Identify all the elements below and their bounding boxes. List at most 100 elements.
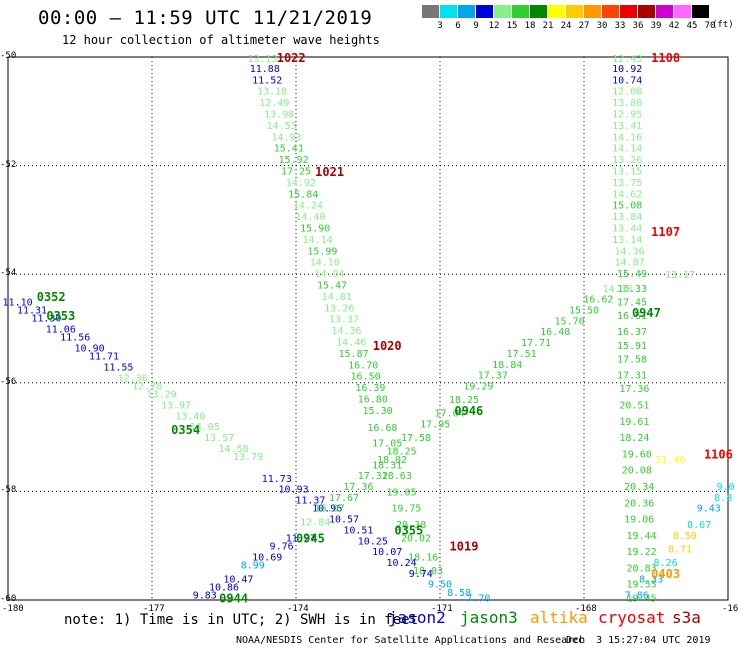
wave-height-value: 18.31 (372, 460, 402, 471)
altimeter-track: 13.1311.8811.5213.1812.4913.9814.5314.93… (247, 54, 443, 577)
wave-height-value: 17.25 (281, 166, 311, 177)
pass-time-label: 1107 (651, 225, 680, 239)
wave-height-value: 11.27 (286, 534, 316, 545)
wave-height-value: 10.07 (372, 547, 402, 558)
wave-height-value: 14.81 (322, 292, 352, 303)
wave-height-value: 13.97 (161, 401, 191, 412)
wave-height-value: 16.70 (348, 360, 378, 371)
wave-height-value: 18.25 (387, 447, 417, 458)
wave-height-value: 13.17 (665, 270, 695, 281)
wave-height-value: 15.50 (569, 305, 599, 316)
wave-height-value: 17.71 (521, 338, 551, 349)
wave-height-value: 14.24 (293, 201, 323, 212)
wave-height-value: 18.25 (449, 395, 479, 406)
wave-height-value: 13.26 (324, 303, 354, 314)
wave-height-value: 10.86 (209, 582, 239, 593)
wave-height-value: 14.18 (603, 284, 633, 295)
pass-time-label: 1019 (450, 540, 479, 554)
wave-height-value: 9.43 (697, 504, 721, 515)
wave-height-value: 13.41 (612, 121, 642, 132)
wave-height-value: 13.75 (612, 178, 642, 189)
wave-height-value: 16.80 (358, 395, 388, 406)
wave-height-value: 20.83 (627, 563, 657, 574)
legend-swatch (692, 5, 709, 18)
pass-time-label: 1108 (651, 51, 680, 65)
pass-time-label: 0355 (394, 523, 423, 537)
wave-height-value: 12.43 (612, 54, 642, 65)
altimeter-track: 12.4310.9210.7412.0813.8012.9513.4114.16… (612, 54, 657, 604)
legend-swatch (422, 5, 439, 18)
wave-height-value: 19.61 (619, 417, 649, 428)
wave-height-value: 10.92 (612, 64, 642, 75)
wave-height-value: 13.26 (612, 155, 642, 166)
wave-height-value: 18.63 (382, 471, 412, 482)
legend-label: 18 (524, 21, 536, 31)
wave-height-value: 14.87 (615, 258, 645, 269)
legend-swatch (440, 5, 457, 18)
wave-height-value: 10.47 (223, 574, 253, 585)
wave-height-value: 9.74 (409, 569, 433, 580)
wave-height-value: 10.90 (75, 344, 105, 355)
satellite-name: jason2 (388, 608, 446, 627)
wave-height-value: 14.46 (336, 338, 366, 349)
legend-label: 3 (437, 21, 443, 31)
wave-height-value: 15.91 (617, 341, 647, 352)
pass-time-label: 0945 (296, 532, 325, 546)
wave-height-value: 13.84 (612, 212, 642, 223)
wave-height-value: 8.58 (447, 588, 471, 599)
legend-label: 27 (578, 21, 590, 31)
wave-height-value: 17.95 (420, 420, 450, 431)
wave-height-value: 10.74 (612, 75, 642, 86)
legend-swatch (620, 5, 637, 18)
wave-height-value: 14.94 (315, 269, 345, 280)
wave-height-value: 12.84 (300, 517, 330, 528)
wave-height-value: 15.84 (288, 189, 318, 200)
wave-height-value: 14.05 (190, 422, 220, 433)
wave-height-value: 11.37 (295, 496, 325, 507)
legend-label: 21 (542, 21, 554, 31)
pass-time-label: 0353 (46, 309, 75, 323)
wave-height-value: 15.41 (274, 144, 304, 155)
wave-height-value: 14.58 (219, 444, 249, 455)
wave-height-value: 19.45 (627, 593, 657, 604)
wave-height-value: 12.78 (132, 382, 162, 393)
wave-height-value: 16.50 (351, 372, 381, 383)
wave-height-value: 17.51 (507, 349, 537, 360)
wave-height-value: 15.92 (279, 155, 309, 166)
wave-height-value: 19.22 (627, 547, 657, 558)
wave-height-value: 15.90 (300, 224, 330, 235)
wave-height-value: 13.18 (257, 87, 287, 98)
wave-height-value: 15.70 (555, 316, 585, 327)
wave-height-value: 18.24 (619, 433, 649, 444)
legend-label: 33 (614, 21, 626, 31)
legend-label: 30 (596, 21, 608, 31)
legend-label: 39 (650, 21, 662, 31)
wave-height-value: 13.98 (264, 109, 294, 120)
wave-height-value: 17.36 (343, 482, 373, 493)
wave-height-value: 16.07 (315, 504, 345, 515)
satellite-name: cryosat (598, 608, 666, 627)
legend-label: 6 (455, 21, 461, 31)
legend-swatch (530, 5, 547, 18)
wave-height-value: 16.68 (367, 423, 397, 434)
wave-height-value: 10.51 (343, 525, 373, 536)
altimeter-track: 9.08.89.43 8.678.50 8.71 8.26 8.33 7.86 21.46 (625, 455, 735, 602)
wave-height-value: 9.83 (193, 591, 217, 602)
legend-label: 45 (686, 21, 698, 31)
wave-height-value: 11.73 (262, 474, 292, 485)
page-title: 00:00 – 11:59 UTC 11/21/2019 (38, 7, 373, 29)
wave-height-value: 14.36 (331, 326, 361, 337)
pass-time-label: 0403 (651, 567, 680, 581)
wave-height-value: 15.99 (307, 246, 337, 257)
wave-height-value: 10.25 (358, 536, 388, 547)
wave-height-value: 17.37 (478, 371, 508, 382)
wave-height-value: 12.49 (259, 98, 289, 109)
wave-height-value: 7.86 (625, 591, 649, 602)
legend-swatch (674, 5, 691, 18)
wave-height-value: 8.8 (714, 493, 732, 504)
lon-tick-label: -177 (143, 604, 165, 614)
wave-height-value: 17.58 (617, 354, 647, 365)
pass-time-label: 0947 (632, 306, 661, 320)
wave-height-value: 15.08 (612, 201, 642, 212)
